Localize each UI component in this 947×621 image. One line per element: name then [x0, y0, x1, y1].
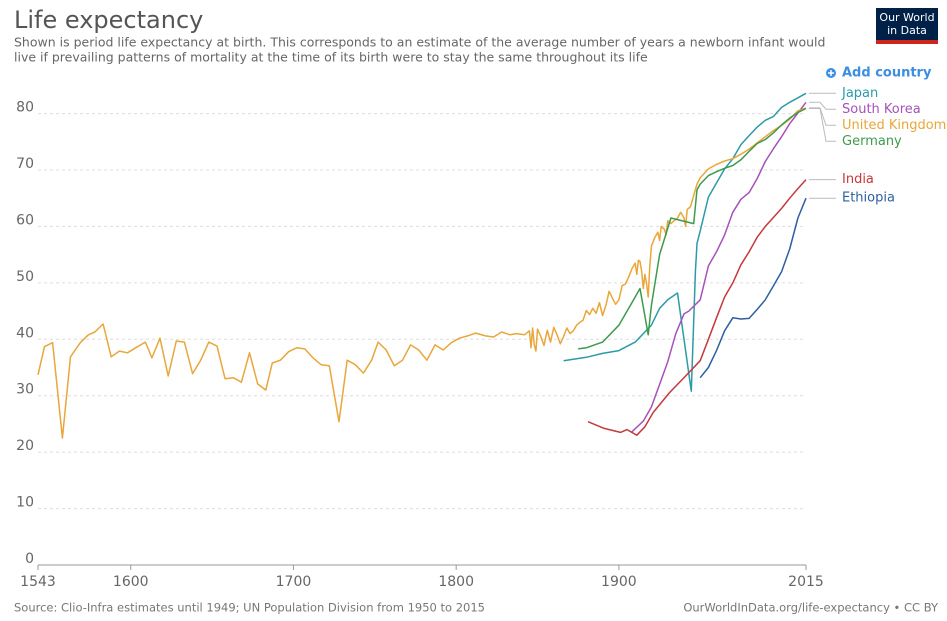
x-tick-label: 1900	[601, 574, 637, 590]
y-tick-label: 80	[16, 100, 34, 116]
legend-connector	[809, 101, 836, 110]
chart-subtitle: live if prevailing patterns of mortality…	[14, 50, 648, 65]
y-tick-label: 60	[16, 212, 34, 228]
series-line	[587, 179, 807, 436]
x-tick-label: 1543	[20, 574, 56, 590]
logo-text: in Data	[887, 24, 927, 37]
logo-stripe	[876, 40, 938, 44]
series-line	[578, 107, 807, 350]
license: OurWorldInData.org/life-expectancy • CC …	[683, 601, 939, 615]
series-line	[37, 107, 807, 439]
chart-subtitle: Shown is period life expectancy at birth…	[14, 35, 825, 50]
x-tick-label: 1800	[438, 574, 474, 590]
y-tick-label: 50	[16, 269, 34, 285]
series-line	[699, 197, 807, 379]
legend-connector	[809, 107, 836, 142]
add-country-button[interactable]: Add country	[826, 66, 932, 81]
x-tick-label: 1600	[113, 574, 149, 590]
y-tick-label: 10	[16, 495, 34, 511]
logo-text: Our World	[879, 11, 934, 24]
source-note: Source: Clio-Infra estimates until 1949;…	[14, 601, 485, 615]
legend-label: Ethiopia	[842, 191, 895, 206]
legend-label: South Korea	[842, 102, 921, 117]
legend-connector	[809, 107, 836, 126]
series-line	[563, 92, 807, 392]
series-line	[631, 101, 807, 433]
logo-box	[876, 8, 938, 44]
legend-label: Germany	[842, 134, 902, 149]
y-tick-label: 70	[16, 156, 34, 172]
y-tick-label: 20	[16, 438, 34, 454]
legend-label: United Kingdom	[842, 118, 946, 133]
y-tick-label: 40	[16, 325, 34, 341]
x-tick-label: 2015	[788, 574, 824, 590]
legend-label: Japan	[841, 86, 878, 101]
y-tick-label: 30	[16, 382, 34, 398]
add-country-label[interactable]: Add country	[842, 66, 932, 81]
x-tick-label: 1700	[276, 574, 312, 590]
chart-title: Life expectancy	[14, 6, 203, 34]
legend-label: India	[842, 172, 874, 187]
y-tick-label: 0	[25, 551, 34, 567]
